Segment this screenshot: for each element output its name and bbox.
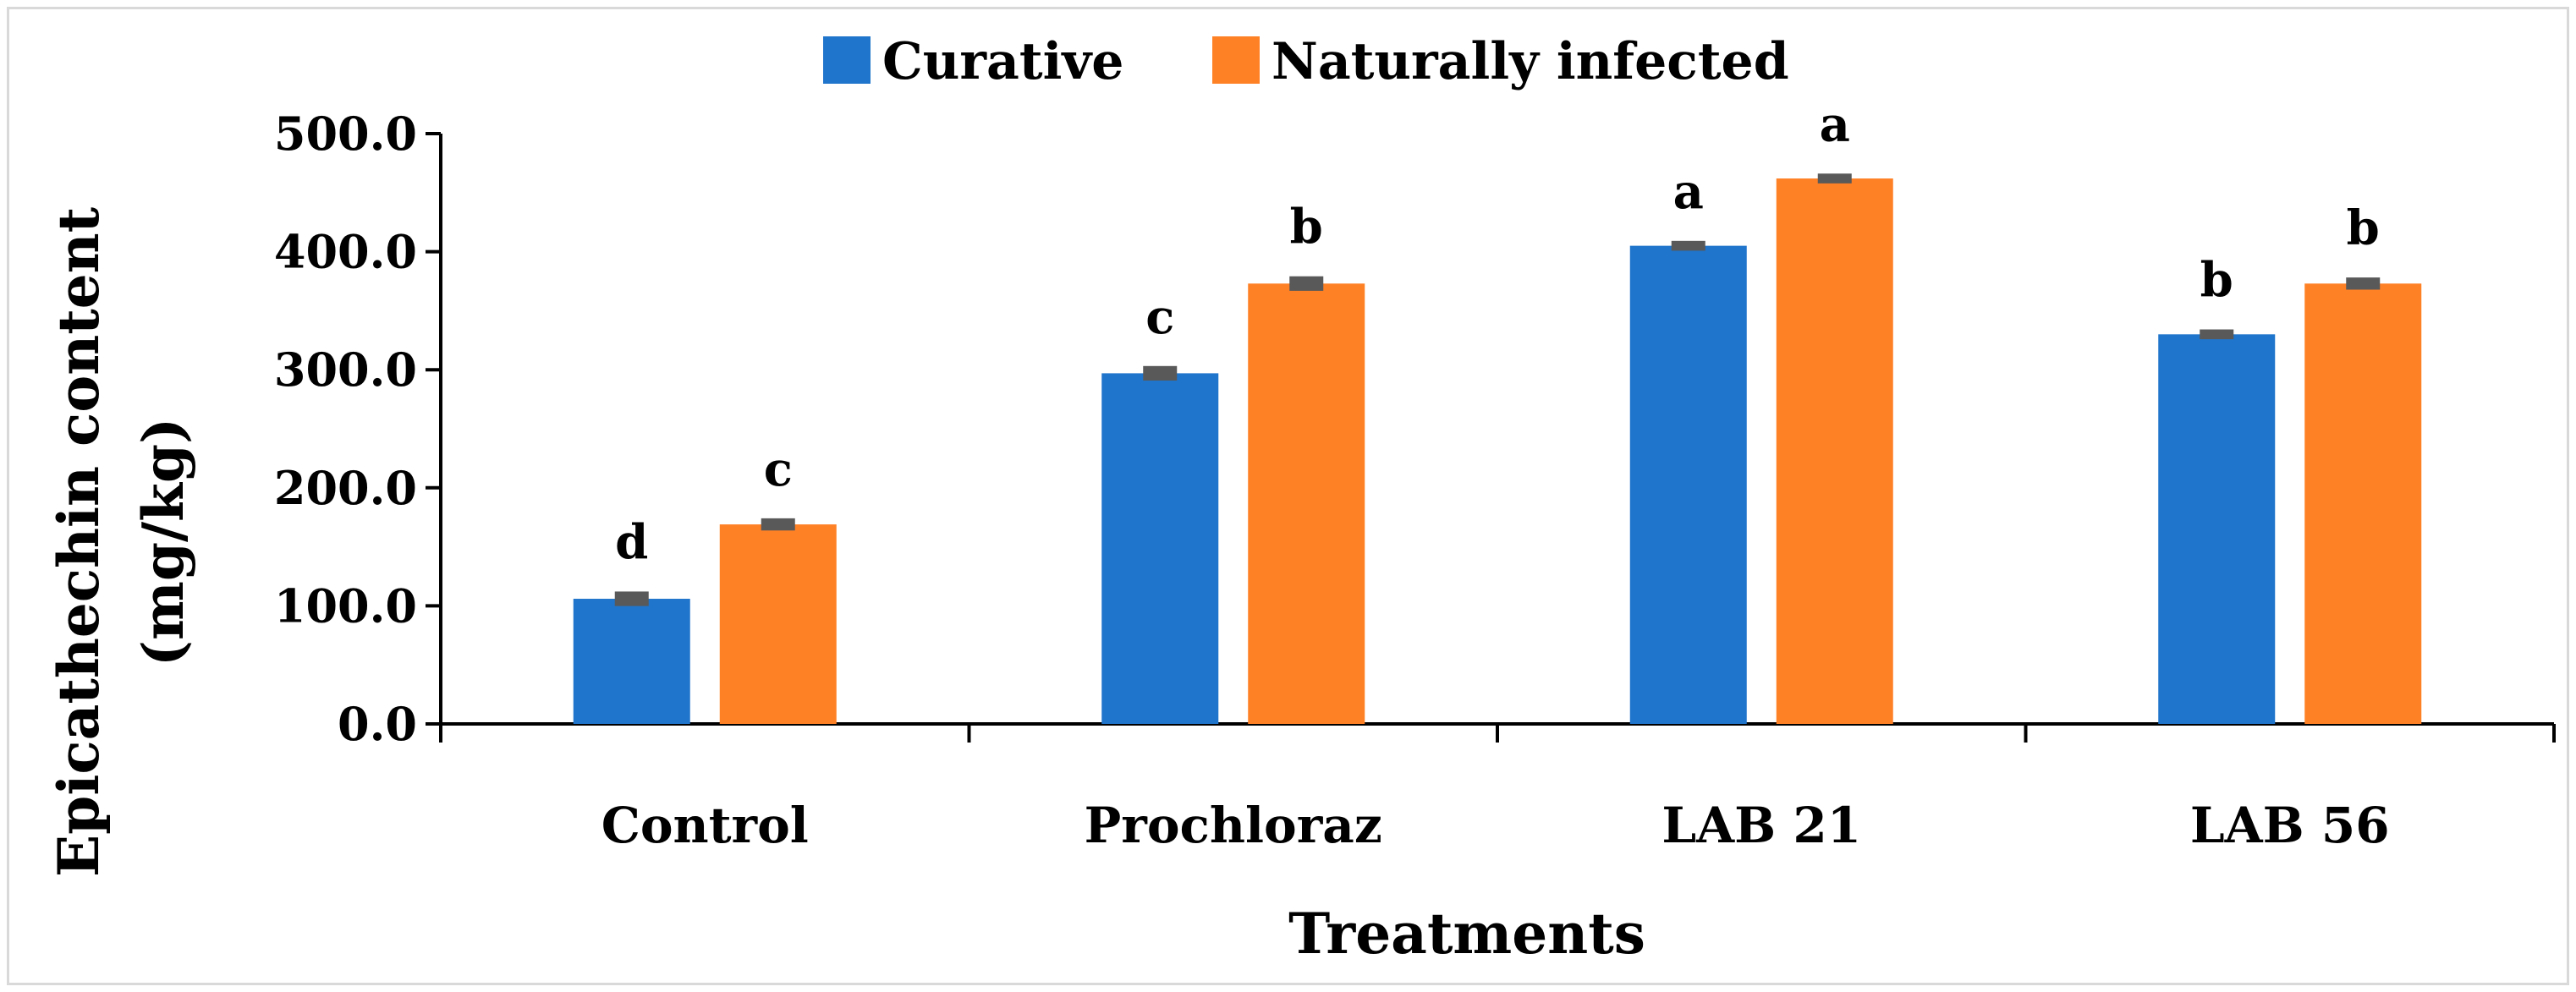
bar [2158, 334, 2276, 724]
legend-label-naturally-infected: Naturally infected [1272, 32, 1789, 91]
x-category-label: LAB 21 [1661, 797, 1861, 854]
error-bar [2200, 329, 2234, 340]
chart-frame: Curative Naturally infected Epicathechin… [7, 7, 2569, 985]
y-axis-title-line-2: (mg/kg) [130, 418, 196, 666]
significance-letter: a [1673, 164, 1704, 220]
bar [1629, 245, 1747, 724]
legend: Curative Naturally infected [823, 32, 1789, 91]
x-axis-title: Treatments [1288, 901, 1645, 967]
y-axis-title: Epicathechin content (mg/kg) [46, 206, 196, 877]
bar [573, 599, 690, 724]
error-bar [1817, 173, 1852, 184]
y-tick-label: 500.0 [274, 107, 417, 161]
legend-swatch-curative [823, 36, 871, 84]
error-bar [2346, 277, 2381, 290]
error-bar [1671, 240, 1705, 251]
x-category-label: LAB 56 [2190, 797, 2390, 854]
significance-letter: b [2347, 200, 2380, 256]
bar [719, 524, 837, 724]
x-category-label: Prochloraz [1085, 797, 1382, 854]
significance-letter: b [2200, 253, 2233, 309]
significance-letter: a [1820, 96, 1850, 152]
significance-letter: c [764, 441, 793, 497]
y-tick-label: 100.0 [274, 578, 417, 633]
y-tick-label: 200.0 [274, 461, 417, 515]
legend-swatch-naturally-infected [1212, 36, 1260, 84]
significance-letter: c [1145, 289, 1174, 345]
error-bar [1143, 365, 1178, 381]
error-bar [761, 518, 795, 531]
x-category-label: Control [601, 797, 809, 854]
y-tick-label: 300.0 [274, 343, 417, 397]
error-bar [614, 591, 649, 606]
y-tick-label: 0.0 [338, 697, 417, 751]
bar [2304, 283, 2422, 724]
significance-letter: b [1290, 200, 1323, 255]
plot-area: 0.0 100.0 200.0 300.0 400.0 500.0 Control d c Pro… [274, 96, 2556, 854]
bar [1101, 373, 1219, 724]
error-bar [1289, 276, 1324, 291]
bar [1776, 178, 1893, 725]
y-tick-label: 400.0 [274, 225, 417, 279]
y-axis-title-line-1: Epicathechin content [46, 206, 112, 877]
significance-letter: d [615, 514, 648, 570]
bar-chart: Curative Naturally infected Epicathechin… [46, 32, 2556, 967]
bar [1248, 283, 1365, 724]
legend-label-curative: Curative [882, 32, 1123, 91]
